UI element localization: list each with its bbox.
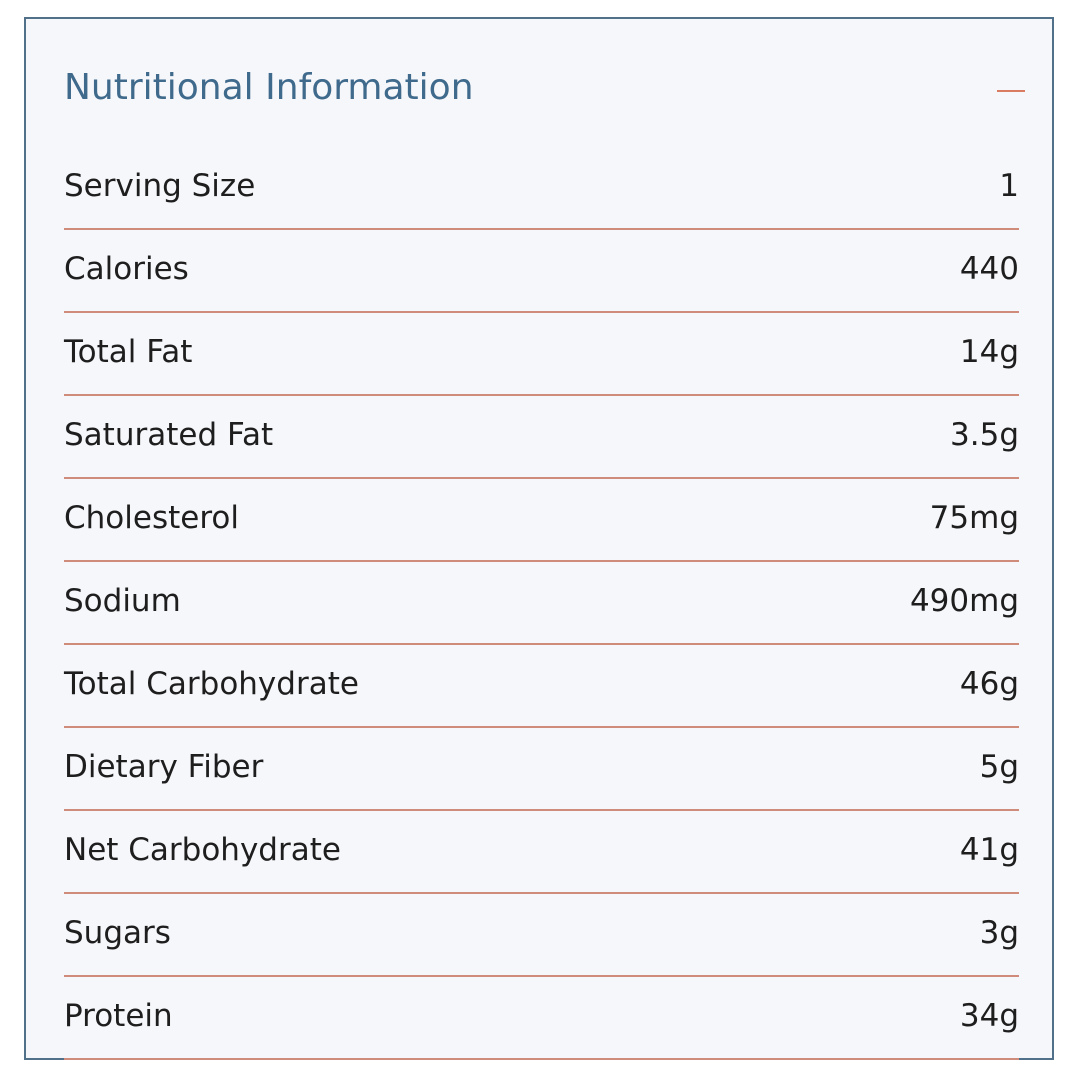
nutrition-row-cholesterol: Cholesterol 75mg (64, 479, 1019, 562)
row-label: Dietary Fiber (64, 749, 264, 785)
nutrition-row-saturated-fat: Saturated Fat 3.5g (64, 396, 1019, 479)
row-label: Net Carbohydrate (64, 832, 341, 868)
row-value: 34g (959, 998, 1019, 1034)
row-value: 14g (959, 334, 1019, 370)
nutrition-row-protein: Protein 34g (64, 977, 1019, 1060)
row-label: Sodium (64, 583, 181, 619)
row-label: Saturated Fat (64, 417, 274, 453)
collapse-button[interactable] (994, 73, 1028, 103)
panel-title: Nutritional Information (64, 67, 474, 108)
row-value: 440 (959, 251, 1019, 287)
panel-header[interactable]: Nutritional Information (64, 63, 1028, 113)
nutrition-panel: Nutritional Information Serving Size 1 C… (24, 17, 1054, 1060)
row-value: 75mg (929, 500, 1019, 536)
row-value: 41g (959, 832, 1019, 868)
row-label: Serving Size (64, 168, 256, 204)
row-value: 46g (959, 666, 1019, 702)
row-value: 5g (979, 749, 1019, 785)
row-label: Total Fat (64, 334, 193, 370)
nutrition-row-dietary-fiber: Dietary Fiber 5g (64, 728, 1019, 811)
row-value: 3g (979, 915, 1019, 951)
nutrition-row-total-carbohydrate: Total Carbohydrate 46g (64, 645, 1019, 728)
nutrition-row-sodium: Sodium 490mg (64, 562, 1019, 645)
row-label: Total Carbohydrate (64, 666, 359, 702)
nutrition-row-sugars: Sugars 3g (64, 894, 1019, 977)
nutrition-row-calories: Calories 440 (64, 230, 1019, 313)
row-label: Sugars (64, 915, 171, 951)
row-value: 490mg (909, 583, 1019, 619)
nutrition-row-serving-size: Serving Size 1 (64, 147, 1019, 230)
row-label: Protein (64, 998, 173, 1034)
minus-icon (997, 90, 1025, 92)
row-label: Cholesterol (64, 500, 239, 536)
row-value: 3.5g (950, 417, 1019, 453)
row-value: 1 (999, 168, 1019, 204)
nutrition-table: Serving Size 1 Calories 440 Total Fat 14… (64, 147, 1019, 1060)
nutrition-row-net-carbohydrate: Net Carbohydrate 41g (64, 811, 1019, 894)
row-label: Calories (64, 251, 189, 287)
nutrition-row-total-fat: Total Fat 14g (64, 313, 1019, 396)
